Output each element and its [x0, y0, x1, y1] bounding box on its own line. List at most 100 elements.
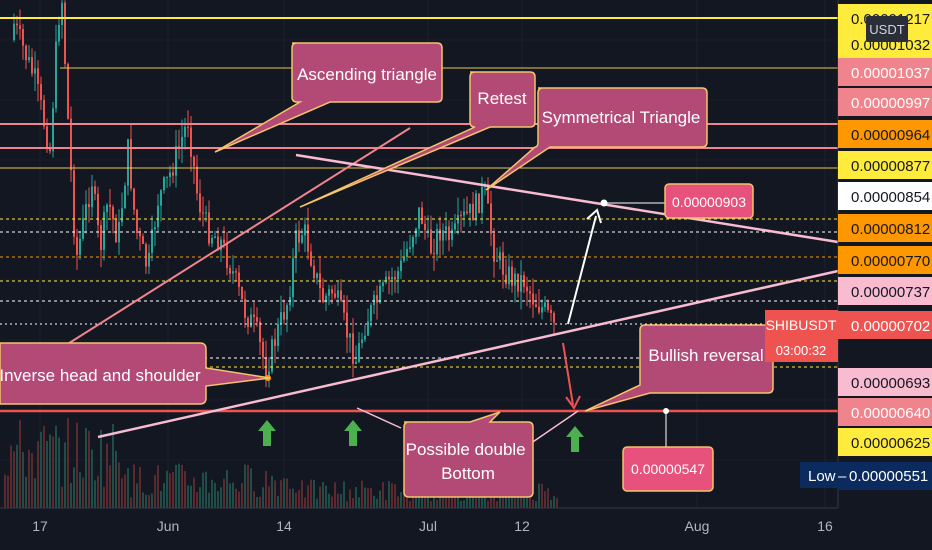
volume-bar — [64, 442, 66, 508]
volume-bar — [10, 445, 12, 508]
volume-bar — [241, 483, 243, 508]
volume-bar — [172, 471, 174, 508]
volume-bar — [22, 451, 24, 508]
volume-bar — [463, 500, 465, 508]
candle-body — [460, 215, 462, 217]
currency-badge[interactable]: USDT — [866, 16, 908, 42]
volume-bar — [181, 464, 183, 508]
candle-body — [166, 176, 168, 178]
volume-bar — [436, 499, 438, 508]
candle-body — [298, 230, 300, 243]
volume-bar — [238, 491, 240, 508]
volume-bar — [316, 498, 318, 508]
candle-body — [274, 339, 276, 346]
volume-bar — [244, 464, 246, 508]
price-labels: 0.000012170.000010320.000010370.00000997… — [838, 4, 932, 490]
time-axis[interactable] — [0, 507, 932, 550]
candle-body — [73, 170, 75, 237]
candle-body — [391, 276, 393, 280]
symbol-label: SHIBUSDT — [766, 317, 837, 333]
volume-bar — [223, 478, 225, 508]
callout-bullish-reversal-text: Bullish reversal — [648, 346, 763, 365]
projection-arrow-line — [567, 215, 597, 325]
volume-bar — [508, 495, 510, 508]
candle-body — [487, 186, 489, 204]
candle-body — [64, 2, 66, 64]
candle-body — [445, 226, 447, 231]
low-price: 0.00000551 — [849, 468, 928, 485]
volume-bar — [58, 437, 60, 508]
candle-body — [478, 193, 480, 213]
candle-body — [34, 68, 36, 74]
volume-bar — [163, 483, 165, 508]
volume-bar — [391, 483, 393, 508]
volume-bar — [46, 440, 48, 508]
volume-bar — [547, 488, 549, 508]
candle-body — [346, 312, 348, 338]
volume-bar — [313, 479, 315, 508]
candle-body — [193, 156, 195, 167]
candle-body — [472, 203, 474, 221]
volume-bar — [349, 489, 351, 508]
price-label-bg — [838, 151, 932, 179]
volume-bar — [226, 470, 228, 508]
volume-bar — [136, 483, 138, 508]
price-label: 0.00000625 — [851, 435, 930, 452]
volume-bar — [292, 488, 294, 508]
candle-body — [148, 252, 150, 267]
candle-body — [151, 229, 153, 253]
callout-retest — [299, 71, 536, 208]
volume-bar — [82, 477, 84, 508]
volume-bar — [382, 482, 384, 508]
volume-bar — [520, 496, 522, 508]
candle-body — [187, 126, 189, 128]
up-arrow-icon-1 — [258, 420, 276, 446]
candle-body — [16, 23, 18, 26]
x-tick-label: 17 — [32, 518, 48, 534]
volume-bar — [370, 488, 372, 508]
volume-bar — [451, 496, 453, 508]
candle-body — [325, 295, 327, 303]
candle-body — [280, 312, 282, 325]
volume-bar — [322, 481, 324, 508]
candle-body — [505, 274, 507, 285]
volume-bar — [217, 491, 219, 508]
price-callout-903-text: 0.00000903 — [672, 194, 746, 210]
volume-bar — [250, 468, 252, 508]
candle-body — [238, 272, 240, 287]
volume-bar — [97, 475, 99, 508]
countdown-label: 03:00:32 — [776, 343, 827, 358]
volume-bar — [262, 487, 264, 508]
volume-bar — [121, 478, 123, 508]
candle-body — [121, 208, 123, 223]
candle-body — [22, 29, 24, 46]
volume-bar — [169, 473, 171, 508]
price-label: 0.00000997 — [851, 95, 930, 112]
volume-bar — [79, 472, 81, 508]
annotation-callouts: Ascending triangle Retest Symmetrical Tr… — [0, 42, 774, 498]
candle-body — [514, 273, 516, 286]
candle-body — [481, 186, 483, 213]
candle-body — [190, 127, 192, 157]
candle-body — [355, 361, 357, 364]
x-tick-label: 14 — [276, 518, 292, 534]
volume-bar — [43, 425, 45, 508]
currency-label: USDT — [869, 22, 904, 37]
volume-bar — [88, 430, 90, 508]
callout-dot-547 — [663, 408, 669, 414]
candle-body — [139, 233, 141, 237]
candle-body — [532, 293, 534, 305]
ascending-trendline — [54, 127, 411, 353]
volume-bar — [274, 480, 276, 508]
volume-bar — [157, 465, 159, 508]
candle-body — [142, 236, 144, 244]
volume-bar — [145, 494, 147, 508]
x-tick-label: Jun — [157, 518, 180, 534]
candle-body — [214, 236, 216, 238]
candle-body — [334, 293, 336, 298]
candle-body — [343, 300, 345, 313]
candle-body — [508, 266, 510, 285]
volume-bar — [367, 488, 369, 508]
candle-body — [25, 45, 27, 61]
